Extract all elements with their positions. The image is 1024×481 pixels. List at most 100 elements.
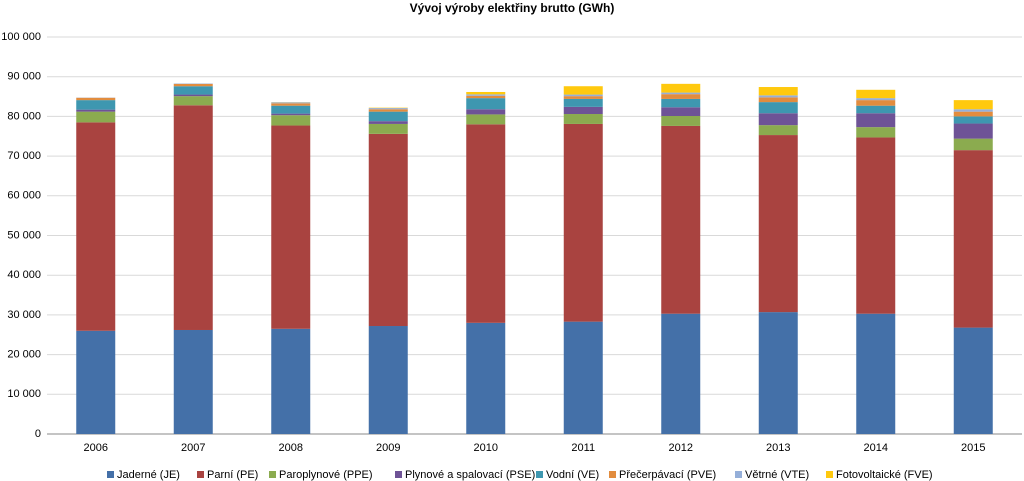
axes: 0 10 000 20 000 30 000 40 000 50 000 60 000 70 … [1,31,985,454]
bar-segment-1-1 [173,105,213,330]
bar-segment-1-5 [563,123,603,322]
bar-segment-2-0 [76,111,116,123]
legend-swatch [609,471,616,478]
bar-segment-3-0 [76,109,116,112]
bar-segment-7-7 [758,87,798,96]
bar-segment-7-6 [661,83,701,93]
bar-segment-4-7 [758,102,798,114]
bar-segment-1-7 [758,135,798,313]
y-tick-label: 20 000 [7,349,41,361]
legend-label: Parní (PE) [207,469,258,481]
bar-segment-7-9 [953,100,993,110]
bar-segment-1-9 [953,150,993,328]
bar-segment-4-6 [661,98,701,108]
bar-segment-4-8 [856,105,896,114]
legend: Jaderné (JE) Parní (PE) Paroplynové (PPE) P… [107,469,933,481]
bar-segment-0-5 [563,321,603,434]
legend-label: Plynové a spalovací (PSE) [405,469,535,481]
x-tick-label: 2008 [279,442,303,454]
y-tick-label: 100 000 [1,31,41,43]
bar-segment-7-5 [563,86,603,95]
y-tick-label: 60 000 [7,190,41,202]
legend-label: Fotovoltaické (FVE) [836,469,933,481]
y-tick-label: 80 000 [7,110,41,122]
bar-segment-3-1 [173,94,213,97]
y-tick-label: 70 000 [7,150,41,162]
bar-segment-0-2 [271,328,311,434]
bar-segment-5-0 [76,97,116,101]
bar-segment-6-7 [758,95,798,98]
legend-label: Jaderné (JE) [117,469,180,481]
bar-segment-3-9 [953,123,993,139]
bar-segment-0-9 [953,327,993,434]
bars [76,83,993,434]
legend-swatch [197,471,204,478]
bar-segment-0-0 [76,330,116,434]
legend-label: Přečerpávací (PVE) [619,469,716,481]
y-tick-label: 10 000 [7,388,41,400]
bar-segment-0-8 [856,313,896,434]
bar-segment-1-2 [271,125,311,329]
bar-segment-6-6 [661,92,701,95]
bar-segment-5-4 [466,95,506,99]
bar-segment-6-4 [466,94,506,96]
bar-segment-4-0 [76,100,116,110]
bar-segment-5-7 [758,97,798,103]
legend-swatch [269,471,276,478]
x-tick-label: 2013 [766,442,790,454]
bar-segment-5-1 [173,83,213,87]
legend-swatch [107,471,114,478]
bar-segment-2-2 [271,115,311,126]
bar-segment-2-9 [953,138,993,151]
bar-segment-3-8 [856,113,896,128]
legend-swatch [536,471,543,478]
bar-segment-5-3 [368,109,408,112]
bar-segment-4-2 [271,105,311,114]
bar-segment-0-7 [758,312,798,434]
legend-swatch [735,471,742,478]
bar-segment-0-1 [173,329,213,434]
bar-segment-4-5 [563,98,603,107]
bar-segment-5-2 [271,103,311,106]
bar-segment-2-3 [368,123,408,134]
bar-segment-7-8 [856,89,896,99]
x-tick-label: 2007 [181,442,205,454]
bar-segment-3-6 [661,107,701,117]
bar-segment-3-3 [368,121,408,124]
bar-segment-4-4 [466,98,506,110]
x-tick-label: 2012 [669,442,693,454]
bar-segment-6-9 [953,109,993,112]
bar-segment-1-6 [661,125,701,314]
bar-segment-2-7 [758,125,798,136]
bar-segment-4-1 [173,86,213,95]
bar-segment-4-3 [368,111,408,122]
bar-segment-3-7 [758,113,798,126]
x-tick-label: 2009 [376,442,400,454]
chart-title: Vývoj výroby elektřiny brutto (GWh) [410,1,615,15]
y-tick-label: 30 000 [7,309,41,321]
x-tick-label: 2011 [571,442,595,454]
bar-segment-0-6 [661,313,701,434]
bar-segment-0-3 [368,326,408,434]
legend-label: Větrné (VTE) [745,469,809,481]
bar-segment-3-5 [563,106,603,115]
x-tick-label: 2006 [84,442,108,454]
legend-swatch [395,471,402,478]
bar-segment-0-4 [466,322,506,434]
y-tick-label: 50 000 [7,229,41,241]
bar-segment-2-5 [563,114,603,124]
x-tick-label: 2014 [864,442,888,454]
bar-segment-3-4 [466,109,506,115]
bar-segment-2-4 [466,114,506,125]
bar-segment-2-8 [856,127,896,138]
y-tick-label: 0 [35,428,41,440]
bar-segment-5-8 [856,100,896,106]
bar-segment-5-5 [563,96,603,99]
bar-segment-3-2 [271,113,311,116]
y-tick-label: 40 000 [7,269,41,281]
bar-segment-1-4 [466,124,506,323]
legend-label: Vodní (VE) [546,469,599,481]
bar-segment-2-6 [661,116,701,126]
